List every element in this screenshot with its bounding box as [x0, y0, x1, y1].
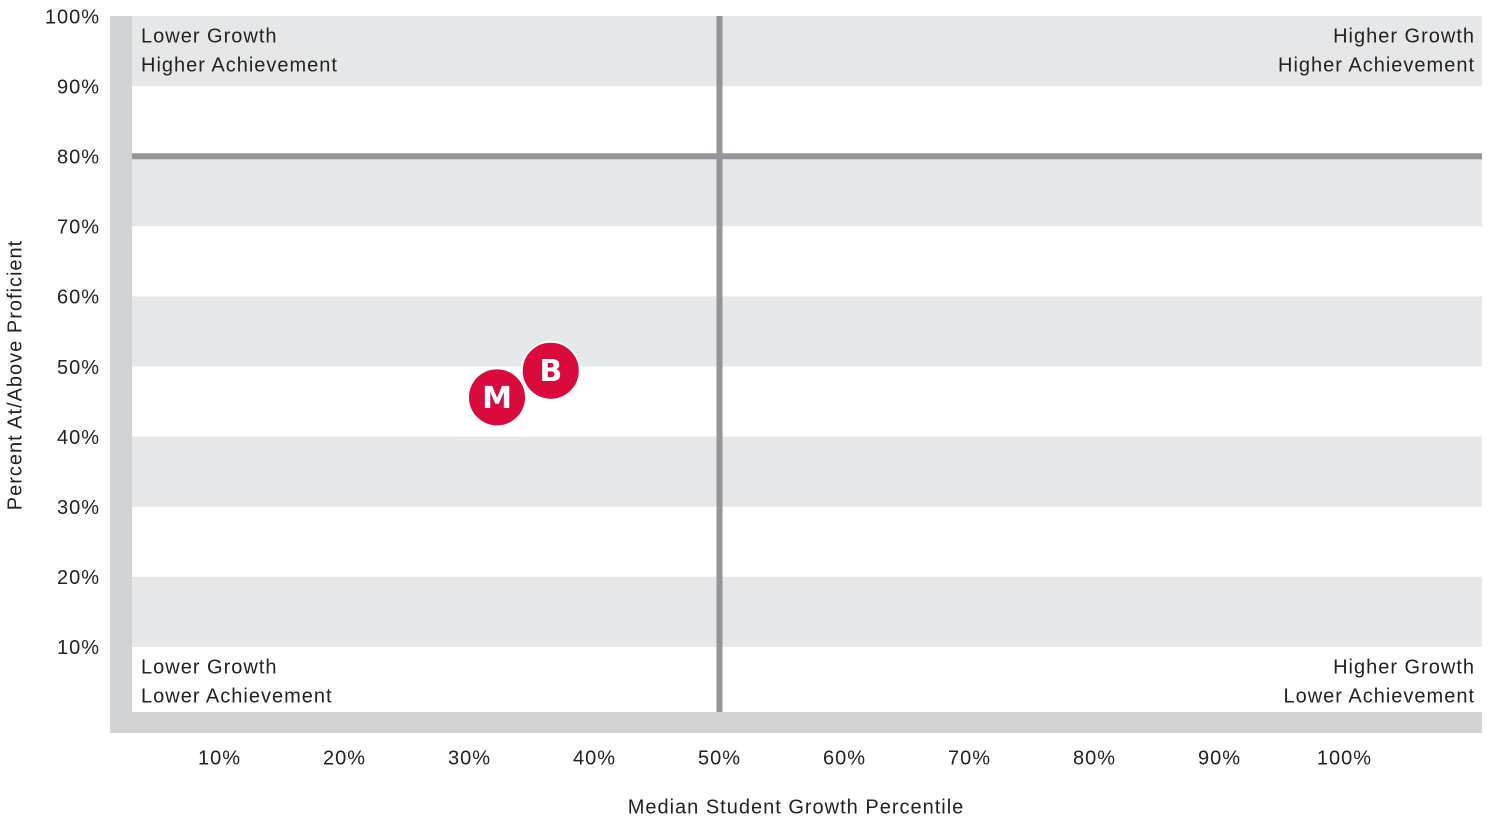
y-tick-label: 30%	[57, 497, 100, 519]
grid-band	[132, 16, 1482, 87]
grid-band	[132, 576, 1482, 647]
x-tick-label: 20%	[323, 747, 366, 769]
y-tick-label: 70%	[57, 217, 100, 239]
y-tick-label: 90%	[57, 76, 100, 98]
point-label: M	[482, 381, 512, 416]
quadrant-label: Lower Achievement	[141, 685, 333, 707]
quadrant-label: Higher Growth	[1333, 25, 1475, 47]
point	[467, 367, 527, 428]
quadrant-label: Higher Growth	[1333, 656, 1475, 678]
grid-band	[132, 156, 1482, 227]
y-tick-label: 10%	[57, 637, 100, 659]
point	[520, 340, 581, 401]
x-tick-label: 60%	[823, 747, 866, 769]
bottom-frame	[110, 712, 1482, 733]
x-tick-label: 100%	[1317, 747, 1372, 769]
y-tick-label: 40%	[57, 427, 100, 449]
quadrant-label: Lower Achievement	[1283, 685, 1475, 707]
x-tick-label: 80%	[1073, 747, 1116, 769]
left-frame	[110, 16, 132, 733]
x-tick-label: 40%	[573, 747, 616, 769]
x-tick-label: 50%	[698, 747, 741, 769]
y-tick-label: 60%	[57, 287, 100, 309]
y-tick-label: 100%	[45, 6, 100, 28]
x-tick-label: 10%	[198, 747, 241, 769]
x-axis-title: Median Student Growth Percentile	[628, 796, 965, 818]
quadrant-label: Lower Growth	[141, 656, 278, 678]
x-tick-label: 90%	[1198, 747, 1241, 769]
y-tick-label: 50%	[57, 357, 100, 379]
x-tick-label: 30%	[448, 747, 491, 769]
y-tick-label: 80%	[57, 146, 100, 168]
grid-band	[132, 436, 1482, 507]
x-tick-label: 70%	[948, 747, 991, 769]
point-label: B	[539, 354, 562, 389]
quadrant-label: Higher Achievement	[141, 54, 338, 76]
quadrant-label: Higher Achievement	[1278, 54, 1475, 76]
quadrant-label: Lower Growth	[141, 25, 278, 47]
plot-area	[132, 16, 1482, 647]
y-tick-label: 20%	[57, 567, 100, 589]
grid-band	[132, 296, 1482, 367]
y-axis-title: Percent At/Above Proficient	[4, 240, 26, 510]
